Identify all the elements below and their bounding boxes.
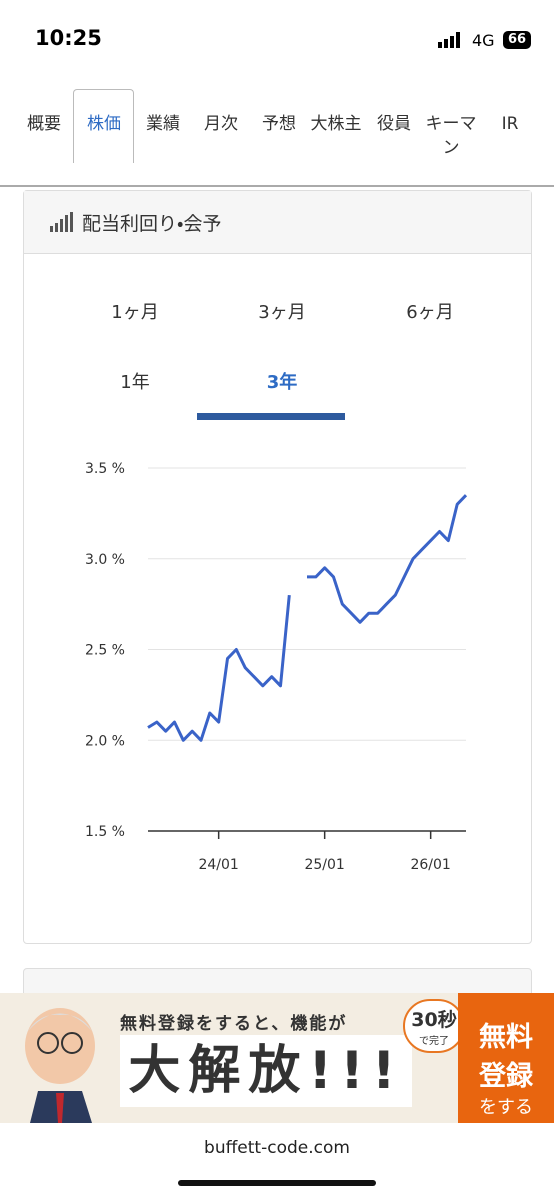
card	[23, 190, 532, 944]
chart-icon	[50, 212, 73, 232]
button-line: 登録	[479, 1061, 533, 1092]
y-tick-label: 1.5 %	[85, 824, 125, 840]
period-option[interactable]: 3ヶ月	[258, 302, 306, 323]
tab[interactable]: キーマン	[425, 114, 477, 158]
period-underline	[197, 413, 345, 420]
status-time: 10:25	[35, 26, 102, 50]
network: 4G	[472, 31, 495, 50]
ad-headline: 無料登録をすると、機能が	[120, 1014, 348, 1034]
url: buffett-code.com	[204, 1138, 350, 1158]
home-indicator	[178, 1180, 376, 1186]
period-option[interactable]: 1ヶ月	[111, 302, 159, 323]
ad-badge: 30秒 で完了	[403, 999, 465, 1053]
tab[interactable]: 月次	[204, 114, 238, 134]
tab[interactable]: 業績	[146, 114, 180, 134]
selected-tab-frame	[73, 89, 134, 163]
mascot	[25, 1008, 95, 1123]
button-line: 無料	[479, 1022, 533, 1053]
y-tick-label: 2.0 %	[85, 733, 125, 749]
ad-banner[interactable]: 無料登録をすると、機能が 大解放!!! 30秒 で完了 無料 登録 をする	[0, 993, 554, 1123]
y-tick-label: 2.5 %	[85, 643, 125, 659]
button-line: をする	[479, 1097, 533, 1118]
ad-button[interactable]: 無料 登録 をする	[458, 993, 554, 1123]
badge-text: で完了	[419, 1036, 449, 1047]
card-header	[24, 191, 531, 254]
tab[interactable]: 大株主	[310, 114, 362, 134]
separator	[0, 185, 554, 187]
chart: 1.5 % 2.0 % 2.5 % 3.0 % 3.5 % 24/01 25/01 26/01	[85, 461, 468, 873]
x-tick-label: 24/01	[198, 857, 238, 873]
period-option[interactable]: 1年	[120, 372, 150, 393]
tab[interactable]: IR	[501, 114, 519, 134]
tab[interactable]: 株価	[87, 114, 121, 134]
period-option[interactable]: 6ヶ月	[406, 302, 454, 323]
y-tick-label: 3.0 %	[85, 552, 125, 568]
tab[interactable]: 予想	[262, 114, 296, 134]
card-title: 配当利回り・会予	[82, 213, 222, 235]
period-option[interactable]: 3年	[266, 372, 298, 393]
battery: 66	[503, 31, 531, 49]
signal-icon	[438, 32, 460, 48]
x-tick-label: 25/01	[304, 857, 344, 873]
badge-number: 30秒	[411, 1009, 457, 1031]
x-tick-label: 26/01	[410, 857, 450, 873]
ad-main: 大解放!!!	[120, 1035, 412, 1107]
tab[interactable]: 概要	[27, 114, 61, 134]
y-tick-label: 3.5 %	[85, 461, 125, 477]
data-line	[147, 494, 468, 742]
tab[interactable]: 役員	[377, 114, 411, 134]
